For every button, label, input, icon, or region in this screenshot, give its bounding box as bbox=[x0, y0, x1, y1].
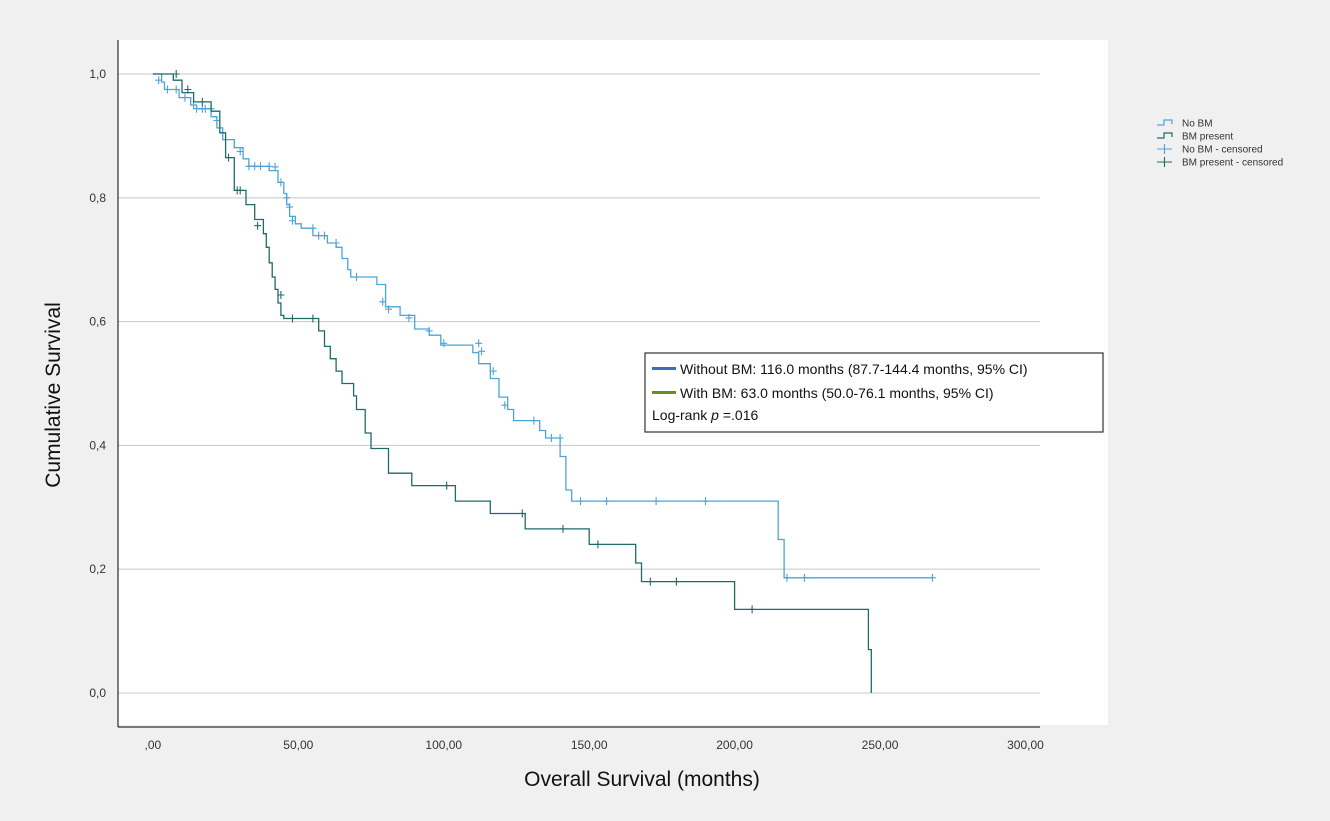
censor-mark-series-0 bbox=[385, 305, 392, 314]
x-tick-label: 50,00 bbox=[283, 738, 313, 752]
censor-mark-series-0 bbox=[556, 434, 564, 442]
censor-mark-series-0 bbox=[577, 497, 584, 506]
censor-mark-series-0 bbox=[172, 85, 180, 94]
y-axis-label: Cumulative Survival bbox=[42, 302, 65, 488]
x-axis-label: Overall Survival (months) bbox=[524, 768, 760, 791]
censor-mark-series-0 bbox=[321, 231, 328, 240]
censor-mark-series-1 bbox=[748, 605, 756, 614]
axis-layer: 0,0 0,2 0,4 0,6 0,8 1,0 ,00 50,00 100,00 150,00 20… bbox=[89, 40, 1044, 752]
censor-mark-series-1 bbox=[309, 314, 317, 323]
censor-mark-series-0 bbox=[265, 162, 273, 171]
y-tick-label: 0,2 bbox=[89, 562, 106, 576]
legend-label: No BM - censored bbox=[1182, 145, 1263, 156]
censor-mark-series-0 bbox=[257, 162, 264, 171]
censor-mark-series-0 bbox=[155, 76, 163, 85]
x-tick-label: ,00 bbox=[145, 738, 162, 752]
annotation-line-without-bm: Without BM: 116.0 months (87.7-144.4 mon… bbox=[680, 361, 1028, 377]
x-tick-label: 300,00 bbox=[1007, 738, 1044, 752]
censor-mark-series-0 bbox=[489, 367, 497, 376]
x-tick-label: 100,00 bbox=[425, 738, 462, 752]
censor-mark-series-0 bbox=[309, 224, 317, 233]
censor-mark-series-0 bbox=[405, 313, 413, 322]
censor-mark-series-0 bbox=[475, 339, 483, 348]
annotation-line-with-bm: With BM: 63.0 months (50.0-76.1 months, … bbox=[680, 385, 994, 401]
censor-mark-series-0 bbox=[353, 273, 360, 281]
censor-mark-series-1 bbox=[594, 540, 602, 549]
annotation-swatch-with-bm bbox=[652, 391, 676, 394]
censor-mark-series-1 bbox=[254, 221, 262, 230]
censor-mark-series-1 bbox=[289, 314, 296, 323]
censor-mark-series-0 bbox=[800, 573, 808, 582]
y-tick-label: 0,0 bbox=[89, 686, 106, 700]
legend-label: BM present bbox=[1182, 132, 1233, 143]
x-tick-label: 150,00 bbox=[571, 738, 608, 752]
censor-mark-series-0 bbox=[603, 497, 611, 506]
censor-mark-series-0 bbox=[652, 497, 660, 506]
legend-label: BM present - censored bbox=[1182, 158, 1283, 169]
censor-mark-series-0 bbox=[283, 193, 291, 202]
grid-layer bbox=[118, 73, 1040, 694]
x-tick-label: 200,00 bbox=[716, 738, 753, 752]
censor-mark-series-0 bbox=[286, 203, 294, 212]
legend-step-swatch bbox=[1157, 132, 1173, 139]
legend-censor-swatch bbox=[1157, 157, 1172, 167]
censor-mark-series-0 bbox=[783, 573, 791, 582]
logrank-value: =.016 bbox=[719, 407, 759, 423]
annotation-swatch-without-bm bbox=[652, 367, 676, 370]
censor-mark-series-0 bbox=[530, 416, 538, 425]
censor-mark-series-1 bbox=[518, 509, 526, 518]
censor-mark-series-1 bbox=[198, 97, 206, 106]
y-tick-label: 1,0 bbox=[89, 67, 106, 81]
censor-mark-series-1 bbox=[184, 85, 192, 94]
censor-mark-series-1 bbox=[672, 577, 680, 586]
censor-mark-series-0 bbox=[501, 401, 509, 410]
annotation-box-frame bbox=[644, 352, 1104, 433]
censor-mark-series-0 bbox=[332, 239, 340, 247]
censor-mark-series-0 bbox=[277, 178, 285, 187]
series-layer bbox=[152, 70, 936, 693]
censor-mark-series-0 bbox=[163, 85, 171, 94]
y-tick-label: 0,8 bbox=[89, 191, 106, 205]
logrank-prefix: Log-rank bbox=[652, 407, 711, 423]
censor-mark-series-0 bbox=[181, 93, 189, 102]
censor-mark-series-0 bbox=[478, 347, 486, 356]
legend: No BM BM present No BM - censored BM presen… bbox=[1157, 119, 1283, 169]
legend-censor-swatch bbox=[1157, 144, 1172, 154]
x-tick-label: 250,00 bbox=[862, 738, 899, 752]
annotation-logrank: Log-rank p =.016 bbox=[652, 407, 758, 423]
legend-step-swatch bbox=[1157, 119, 1173, 126]
censor-mark-series-0 bbox=[379, 297, 387, 306]
censor-mark-series-1 bbox=[225, 153, 232, 162]
censor-mark-series-1 bbox=[172, 70, 180, 78]
legend-label: No BM bbox=[1182, 119, 1213, 130]
censor-mark-series-0 bbox=[271, 162, 279, 171]
censor-mark-series-0 bbox=[289, 216, 296, 225]
censor-mark-series-0 bbox=[236, 147, 244, 156]
censor-mark-series-1 bbox=[443, 481, 451, 490]
censor-mark-series-1 bbox=[236, 186, 244, 195]
logrank-p-symbol: p bbox=[710, 407, 719, 423]
annotation-box: Without BM: 116.0 months (87.7-144.4 mon… bbox=[644, 352, 1104, 433]
censor-mark-series-1 bbox=[559, 524, 567, 533]
censor-mark-series-0 bbox=[425, 326, 433, 335]
censor-mark-series-0 bbox=[547, 434, 555, 442]
y-tick-label: 0,4 bbox=[89, 438, 106, 452]
censor-mark-series-0 bbox=[440, 339, 448, 348]
censor-mark-series-1 bbox=[277, 291, 285, 299]
y-tick-label: 0,6 bbox=[89, 315, 106, 329]
censor-mark-series-0 bbox=[702, 497, 709, 506]
censor-mark-series-0 bbox=[928, 573, 936, 582]
censor-mark-series-1 bbox=[646, 577, 654, 586]
